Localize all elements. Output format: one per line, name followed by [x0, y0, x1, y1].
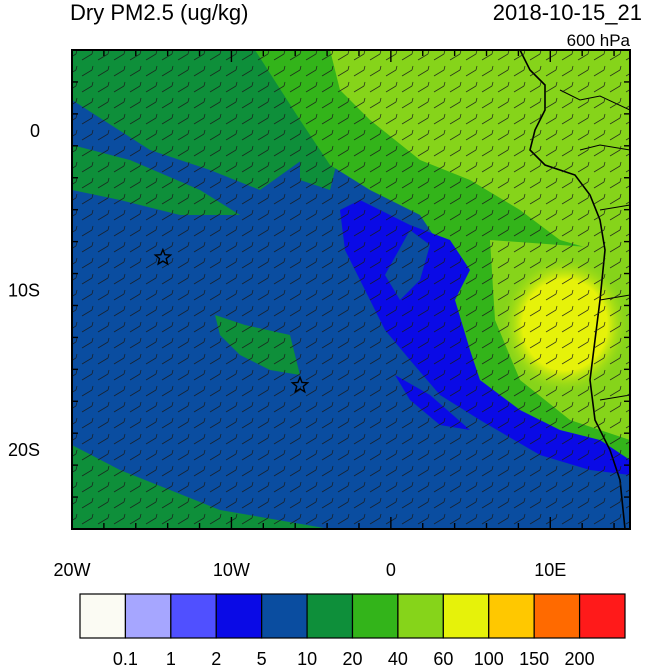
datetime-label: 2018-10-15_21: [492, 0, 642, 25]
lon-tick-label: 10W: [213, 560, 250, 580]
colorbar-swatch: [215, 593, 263, 639]
colorbar-swatch: [170, 593, 217, 639]
lat-tick-label: 0: [30, 121, 40, 141]
colorbar-label: 10: [297, 649, 317, 667]
colorbar-label: 20: [342, 649, 362, 667]
colorbar-label: 0.1: [113, 649, 138, 667]
map-frame: [71, 49, 631, 530]
colorbar-swatch: [533, 593, 581, 639]
colorbar-label: 60: [433, 649, 453, 667]
star-marker-1: [153, 247, 173, 266]
pm25-field: [72, 50, 630, 529]
colorbar-label: 1: [166, 649, 176, 667]
colorbar-label: 150: [519, 649, 549, 667]
colorbar-swatch: [397, 593, 444, 639]
colorbar-label: 200: [565, 649, 595, 667]
lon-tick-label: 10E: [534, 560, 566, 580]
colorbar-swatch: [578, 593, 626, 639]
lat-tick-label: 20S: [8, 440, 40, 460]
lon-tick-label: 20W: [53, 560, 90, 580]
axis-ticks: [71, 49, 630, 530]
pressure-level-label: 600 hPa: [566, 31, 630, 50]
colorbar-swatch: [306, 593, 354, 639]
colorbar-swatch: [79, 593, 127, 639]
colorbar-label: 40: [388, 649, 408, 667]
star-marker-2: [290, 375, 310, 394]
map-title: Dry PM2.5 (ug/kg): [70, 0, 249, 25]
colorbar-swatch: [351, 593, 399, 639]
colorbar: 0.1 1 2 5 10 20 40 60 100 150 200: [79, 593, 626, 667]
colorbar-swatch: [442, 593, 490, 639]
markers: [153, 247, 310, 394]
colorbar-label: 100: [474, 649, 504, 667]
colorbar-label: 2: [211, 649, 221, 667]
colorbar-swatch: [261, 593, 308, 639]
colorbar-swatch: [124, 593, 172, 639]
lon-tick-label: 0: [386, 560, 396, 580]
colorbar-label: 5: [257, 649, 267, 667]
axis-tick-labels: 20W 10W 0 10E 0 10S 20S: [8, 121, 566, 580]
colorbar-swatch: [488, 593, 535, 639]
lat-tick-label: 10S: [8, 281, 40, 301]
